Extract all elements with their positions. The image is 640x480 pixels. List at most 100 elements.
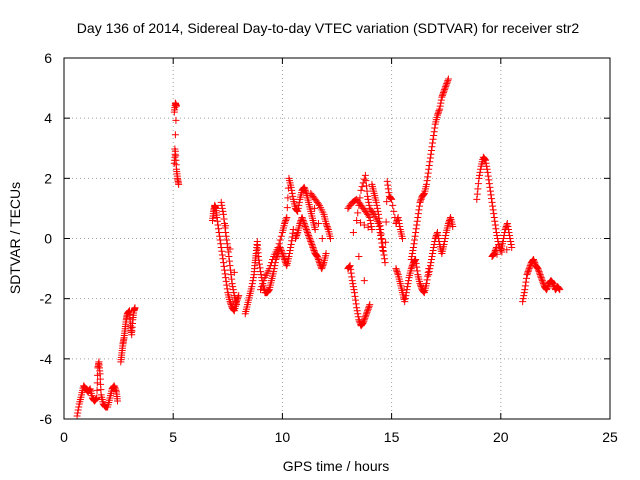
data-point — [366, 216, 374, 224]
data-point — [219, 255, 227, 263]
data-point — [376, 228, 384, 236]
data-point — [350, 289, 358, 297]
data-point — [293, 231, 301, 239]
data-point — [415, 206, 423, 214]
data-point — [278, 248, 286, 256]
data-point — [281, 256, 289, 264]
data-point — [373, 201, 381, 209]
data-point — [413, 263, 421, 271]
data-point — [360, 317, 368, 325]
data-point — [215, 228, 223, 236]
data-point — [219, 207, 227, 215]
data-point — [392, 265, 400, 273]
data-point — [349, 228, 357, 236]
data-point — [222, 274, 230, 282]
data-point — [444, 75, 452, 83]
data-point — [411, 232, 419, 240]
data-point — [481, 156, 489, 164]
data-point — [538, 275, 546, 283]
data-point — [396, 222, 404, 230]
data-point — [324, 224, 332, 232]
data-point — [215, 225, 223, 233]
data-point — [365, 198, 373, 206]
data-point — [413, 221, 421, 229]
data-point — [353, 216, 361, 224]
data-point — [302, 224, 310, 232]
data-point — [504, 225, 512, 233]
data-point — [267, 259, 275, 267]
data-point — [301, 221, 309, 229]
data-point — [425, 165, 433, 173]
data-point — [493, 231, 501, 239]
data-point — [221, 224, 229, 232]
data-point — [474, 185, 482, 193]
data-point — [434, 231, 442, 239]
data-point — [301, 185, 309, 193]
data-point — [446, 215, 454, 223]
data-point — [506, 231, 514, 239]
data-point — [292, 233, 300, 241]
data-point — [525, 266, 533, 274]
data-point — [309, 244, 317, 252]
data-point — [537, 272, 545, 280]
data-point — [75, 403, 83, 411]
data-point — [361, 314, 369, 322]
data-point — [114, 397, 122, 405]
data-point — [423, 180, 431, 188]
data-point — [289, 229, 297, 237]
data-point — [298, 213, 306, 221]
data-point — [255, 260, 263, 268]
data-point — [489, 202, 497, 210]
data-point — [282, 215, 290, 223]
data-point — [255, 256, 263, 264]
data-point — [356, 219, 364, 227]
data-point — [389, 201, 397, 209]
data-point — [504, 222, 512, 230]
data-point — [543, 284, 551, 292]
data-point — [348, 277, 356, 285]
data-point — [426, 262, 434, 270]
data-point — [266, 262, 274, 270]
data-point — [429, 247, 437, 255]
data-point — [499, 238, 507, 246]
data-point — [228, 275, 236, 283]
data-point — [427, 150, 435, 158]
data-point — [435, 108, 443, 116]
data-point — [441, 86, 449, 94]
data-point — [439, 90, 447, 98]
data-point — [408, 262, 416, 270]
data-point — [361, 313, 369, 321]
data-point — [288, 237, 296, 245]
data-point — [543, 286, 551, 294]
data-point — [378, 239, 386, 247]
data-point — [484, 172, 492, 180]
data-point — [219, 210, 227, 218]
data-point — [443, 78, 451, 86]
data-point — [300, 183, 308, 191]
data-point — [319, 262, 327, 270]
data-point — [260, 277, 268, 285]
data-point — [86, 386, 94, 394]
data-point — [491, 247, 499, 255]
data-point — [112, 386, 120, 394]
data-point — [217, 240, 225, 248]
data-point — [73, 412, 81, 420]
chart-title: Day 136 of 2014, Sidereal Day-to-day VTE… — [77, 20, 580, 36]
data-point — [280, 254, 288, 262]
data-point — [226, 298, 234, 306]
data-point — [434, 110, 442, 118]
x-tick-label: 25 — [602, 429, 618, 445]
data-point — [387, 195, 395, 203]
data-point — [416, 280, 424, 288]
x-tick-labels: 0 5 10 15 20 25 — [60, 429, 618, 445]
data-point — [417, 283, 425, 291]
data-point — [403, 286, 411, 294]
data-point — [365, 212, 373, 220]
data-point — [530, 257, 538, 265]
data-point — [492, 244, 500, 252]
data-point — [362, 177, 370, 185]
data-point — [323, 222, 331, 230]
data-point — [425, 162, 433, 170]
data-point — [525, 265, 533, 273]
data-point — [323, 221, 331, 229]
